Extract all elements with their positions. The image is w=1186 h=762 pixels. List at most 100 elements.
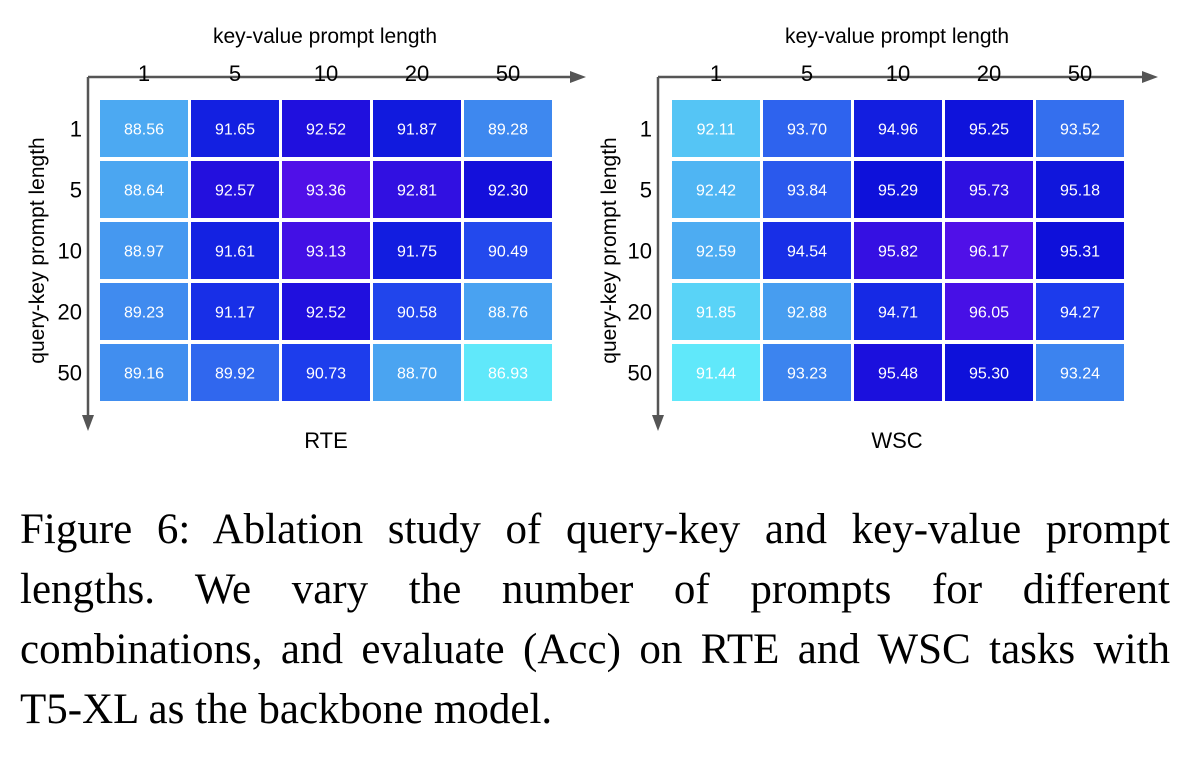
cell-value-label: 94.27 — [1060, 305, 1100, 322]
heatmap-cell — [672, 161, 760, 218]
cell-value-label: 88.70 — [397, 366, 437, 383]
cell-value-label: 91.61 — [215, 244, 255, 261]
y-tick-label: 5 — [70, 178, 82, 203]
heatmap-cell — [945, 344, 1033, 401]
x-tick-label: 5 — [229, 61, 241, 86]
heatmap-cell — [191, 100, 279, 157]
cell-value-label: 91.65 — [215, 122, 255, 139]
heatmap-cell — [282, 283, 370, 340]
y-axis-arrowhead — [652, 415, 664, 431]
heatmap-cell — [373, 222, 461, 279]
cell-value-label: 94.71 — [878, 305, 918, 322]
cell-value-label: 94.54 — [787, 244, 827, 261]
heatmap-rte: key-value prompt length query-key prompt … — [26, 25, 586, 453]
heatmap-cell — [672, 344, 760, 401]
x-tick-label: 20 — [405, 61, 429, 86]
cell-value-label: 91.17 — [215, 305, 255, 322]
heatmap-cell — [945, 222, 1033, 279]
heatmap-cell — [191, 161, 279, 218]
heatmap-cell — [854, 161, 942, 218]
cell-value-label: 95.30 — [969, 366, 1009, 383]
cell-value-label: 91.44 — [696, 366, 736, 383]
figure-heatmaps: key-value prompt length query-key prompt … — [26, 25, 1158, 453]
cell-value-label: 92.57 — [215, 183, 255, 200]
heatmap-cell — [373, 161, 461, 218]
x-tick-label: 50 — [496, 61, 520, 86]
heatmap-cell — [191, 222, 279, 279]
heatmap-cell — [191, 344, 279, 401]
heatmap-cell — [464, 222, 552, 279]
heatmap-cell — [100, 222, 188, 279]
cell-value-label: 91.87 — [397, 122, 437, 139]
cell-value-label: 95.29 — [878, 183, 918, 200]
heatmap-cell — [945, 283, 1033, 340]
heatmap-cell — [763, 222, 851, 279]
y-tick-label: 1 — [640, 117, 652, 142]
x-tick-label: 50 — [1068, 61, 1092, 86]
x-tick-label: 20 — [977, 61, 1001, 86]
heatmap-cell — [763, 161, 851, 218]
cell-value-label: 88.64 — [124, 183, 164, 200]
cell-value-label: 96.05 — [969, 305, 1009, 322]
heatmap-cell — [854, 100, 942, 157]
cell-value-label: 94.96 — [878, 122, 918, 139]
cell-value-label: 93.24 — [1060, 366, 1100, 383]
cell-value-label: 92.59 — [696, 244, 736, 261]
cell-value-label: 95.82 — [878, 244, 918, 261]
heatmap-cell — [672, 283, 760, 340]
cell-value-label: 95.31 — [1060, 244, 1100, 261]
cell-value-label: 92.81 — [397, 183, 437, 200]
cell-value-label: 92.52 — [306, 122, 346, 139]
y-tick-label: 5 — [640, 178, 652, 203]
cell-value-label: 91.85 — [696, 305, 736, 322]
x-axis-label: key-value prompt length — [213, 25, 437, 48]
cell-value-label: 89.28 — [488, 122, 528, 139]
cell-value-label: 92.88 — [787, 305, 827, 322]
cell-value-label: 90.58 — [397, 305, 437, 322]
x-tick-label: 10 — [886, 61, 910, 86]
heatmap-cell — [464, 344, 552, 401]
heatmap-cell — [763, 100, 851, 157]
cell-value-label: 92.52 — [306, 305, 346, 322]
cell-value-label: 93.52 — [1060, 122, 1100, 139]
x-tick-label: 1 — [138, 61, 150, 86]
heatmap-cell — [945, 100, 1033, 157]
x-tick-label: 1 — [710, 61, 722, 86]
heatmap-cell — [672, 222, 760, 279]
heatmap-cell — [464, 283, 552, 340]
y-tick-label: 50 — [628, 361, 652, 386]
y-tick-label: 1 — [70, 117, 82, 142]
heatmap-cell — [763, 283, 851, 340]
heatmap-cell — [373, 283, 461, 340]
cell-value-label: 96.17 — [969, 244, 1009, 261]
heatmap-cell — [282, 100, 370, 157]
x-tick-label: 5 — [801, 61, 813, 86]
heatmap-cell — [945, 161, 1033, 218]
chart-title: RTE — [304, 428, 348, 453]
x-axis-label: key-value prompt length — [785, 25, 1009, 48]
heatmap-cell — [464, 100, 552, 157]
heatmap-cell — [1036, 344, 1124, 401]
x-axis-arrowhead — [570, 71, 586, 83]
heatmap-cell — [854, 344, 942, 401]
heatmap-cell — [282, 222, 370, 279]
y-tick-label: 10 — [58, 239, 82, 264]
heatmap-cell — [191, 283, 279, 340]
cell-value-label: 89.23 — [124, 305, 164, 322]
heatmap-cell — [282, 344, 370, 401]
heatmap-cell — [1036, 100, 1124, 157]
y-tick-label: 20 — [58, 300, 82, 325]
cell-value-label: 93.23 — [787, 366, 827, 383]
cell-value-label: 95.73 — [969, 183, 1009, 200]
heatmap-cell — [854, 222, 942, 279]
heatmap-cell — [672, 100, 760, 157]
heatmap-cell — [373, 344, 461, 401]
cell-value-label: 93.84 — [787, 183, 827, 200]
cell-value-label: 92.30 — [488, 183, 528, 200]
cell-value-label: 88.76 — [488, 305, 528, 322]
y-tick-label: 10 — [628, 239, 652, 264]
cell-value-label: 88.56 — [124, 122, 164, 139]
y-tick-label: 20 — [628, 300, 652, 325]
heatmap-cell — [100, 344, 188, 401]
cell-value-label: 93.13 — [306, 244, 346, 261]
